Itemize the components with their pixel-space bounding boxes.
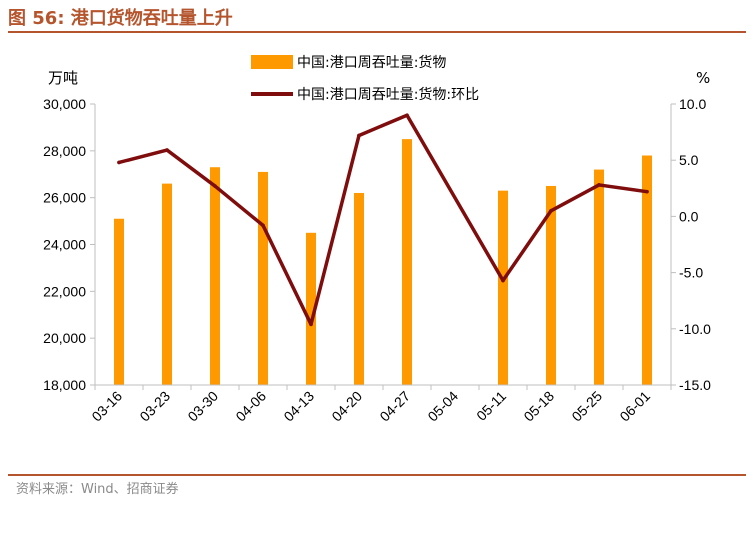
x-tick-label: 03-23 (136, 388, 173, 425)
line-point (213, 184, 217, 188)
right-tick-label: -5.0 (679, 265, 703, 281)
x-tick-label: 04-27 (376, 388, 413, 425)
left-tick-label: 18,000 (43, 377, 86, 393)
bar (258, 171, 268, 385)
x-tick-label: 04-20 (328, 388, 365, 425)
legend-swatch-bar (251, 55, 293, 69)
line-point (597, 183, 601, 187)
title-rule (8, 31, 746, 33)
right-tick-label: -15.0 (679, 377, 711, 393)
line-point (501, 278, 505, 283)
line-segment (357, 113, 409, 138)
legend-label-line: 中国:港口周吞吐量:货物:环比 (297, 86, 479, 103)
figure-title: 图 56: 港口货物吞吐量上升 (8, 8, 233, 29)
bar (306, 232, 316, 385)
line-point (309, 322, 313, 327)
right-tick-label: 10.0 (679, 96, 706, 112)
bar (162, 183, 172, 385)
line-point (357, 133, 361, 138)
bar (210, 167, 220, 385)
line-point (261, 223, 265, 228)
left-tick-label: 26,000 (43, 190, 86, 206)
bar (354, 192, 364, 385)
x-tick-label: 03-30 (184, 388, 221, 425)
line-segment (405, 113, 505, 283)
line-segment (549, 183, 601, 213)
right-tick-label: -10.0 (679, 321, 711, 337)
x-tick-label: 06-01 (616, 388, 653, 425)
left-tick-label: 22,000 (43, 283, 86, 299)
bar (498, 190, 508, 385)
line-point (549, 208, 553, 213)
x-tick-label: 03-16 (88, 388, 125, 425)
throughput-chart: 30,000 28,000 26,000 24,000 22,000 20,000 18,0… (43, 54, 711, 425)
line-segment (261, 223, 313, 327)
bar (642, 155, 652, 385)
line-point (405, 113, 409, 118)
legend-label-bar: 中国:港口周吞吐量:货物 (297, 54, 446, 71)
right-tick-label: 0.0 (679, 208, 699, 224)
x-tick-label: 04-13 (280, 388, 317, 425)
bar (594, 169, 604, 385)
x-tick-label: 05-18 (520, 388, 557, 425)
left-tick-label: 24,000 (43, 237, 86, 253)
line-segment (213, 184, 265, 228)
line-point (165, 148, 169, 152)
left-tick-label: 30,000 (43, 96, 86, 112)
x-tick-label: 05-11 (473, 388, 509, 424)
x-tick-label: 04-06 (232, 388, 269, 425)
x-tick-label: 05-25 (568, 388, 605, 425)
x-tick-label: 05-04 (424, 388, 461, 425)
footer-rule (8, 474, 746, 476)
left-axis-unit: 万吨 (48, 69, 78, 87)
line-segment (597, 183, 649, 194)
bar (402, 139, 412, 385)
bar (546, 185, 556, 385)
line-point (117, 160, 121, 165)
right-tick-label: 5.0 (679, 152, 699, 168)
right-axis-unit: % (696, 69, 710, 87)
line-segment (309, 133, 361, 327)
source-note: 资料来源：Wind、招商证券 (16, 482, 179, 497)
line-segment (165, 148, 217, 188)
line-point (645, 189, 649, 194)
line-segment (501, 209, 553, 283)
line-segment (117, 148, 169, 165)
left-tick-label: 28,000 (43, 143, 86, 159)
bar (114, 218, 124, 385)
left-tick-label: 20,000 (43, 330, 86, 346)
